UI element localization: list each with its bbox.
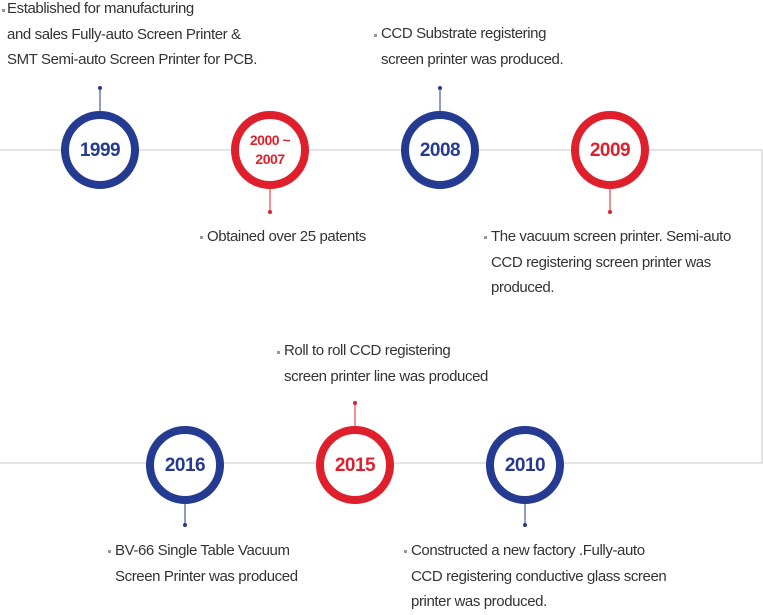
- event-stem-dot: [268, 210, 272, 214]
- event-description: Roll to roll CCD registering screen prin…: [284, 342, 488, 385]
- year-label: 2008: [419, 139, 461, 161]
- year-label: 2015: [334, 454, 376, 476]
- year-label: 2000 ~ 2007: [249, 132, 291, 167]
- event-stem-dot: [438, 86, 442, 90]
- year-circle: 2009: [571, 111, 649, 189]
- timeline-track: [0, 149, 763, 464]
- event-description: BV-66 Single Table Vacuum Screen Printer…: [115, 542, 298, 585]
- event-description: The vacuum screen printer. Semi-auto CCD…: [491, 228, 731, 296]
- year-circle: 2016: [146, 426, 224, 504]
- year-circle: 2000 ~ 2007: [231, 111, 309, 189]
- year-circle: 1999: [61, 111, 139, 189]
- event-stem-dot: [183, 523, 187, 527]
- year-label: 2016: [164, 454, 206, 476]
- event-stem-dot: [98, 86, 102, 90]
- year-label: 1999: [79, 139, 121, 161]
- year-label: 2009: [589, 139, 631, 161]
- event-stem-dot: [353, 401, 357, 405]
- year-label: 2010: [504, 454, 546, 476]
- event-description: Established for manufacturing and sales …: [7, 0, 258, 68]
- year-circle: 2015: [316, 426, 394, 504]
- event-description: Constructed a new factory .Fully-auto CC…: [411, 542, 667, 610]
- bullet-marker: [404, 550, 407, 553]
- bullet-marker: [277, 351, 280, 354]
- bullet-marker: [2, 9, 5, 12]
- year-circle: 2010: [486, 426, 564, 504]
- bullet-marker: [108, 550, 111, 553]
- bullet-marker: [200, 236, 203, 239]
- year-circle: 2008: [401, 111, 479, 189]
- event-description: Obtained over 25 patents: [207, 228, 366, 245]
- bullet-marker: [374, 34, 377, 37]
- event-stem-dot: [608, 210, 612, 214]
- event-description: CCD Substrate registering screen printer…: [381, 25, 564, 68]
- event-stem-dot: [523, 523, 527, 527]
- bullet-marker: [484, 236, 487, 239]
